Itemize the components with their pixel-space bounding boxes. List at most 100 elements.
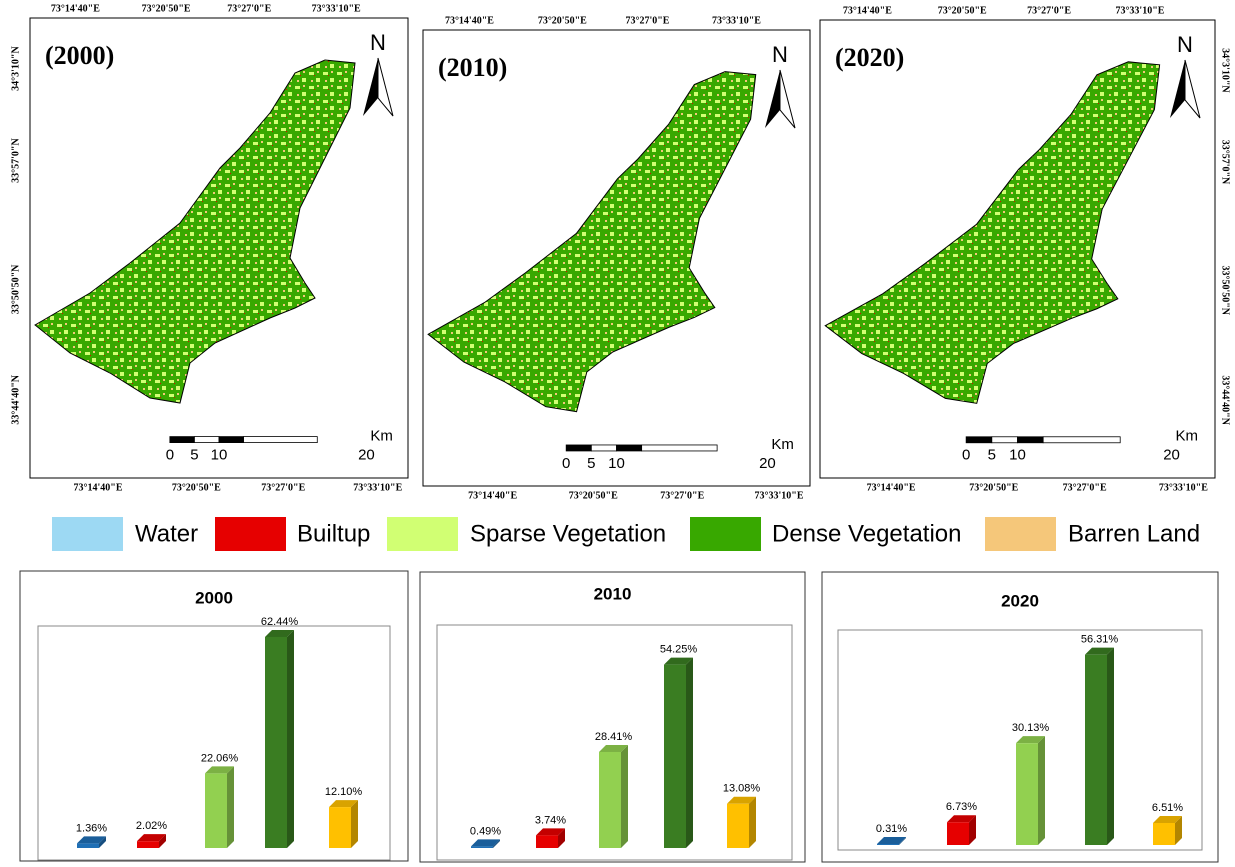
legend-label: Water <box>135 520 198 547</box>
bar <box>329 807 351 848</box>
top-coord: 73°14'40"E <box>51 3 100 14</box>
bottom-coord: 73°33'10"E <box>755 490 804 501</box>
top-coord: 73°33'10"E <box>312 3 361 14</box>
scale-label: 5 <box>190 447 198 464</box>
bar <box>137 841 159 848</box>
bar <box>1016 743 1038 845</box>
bottom-coord: 73°20'50"E <box>569 490 618 501</box>
value-label: 12.10% <box>325 786 363 798</box>
north-label: N <box>1177 32 1193 57</box>
scale-segment <box>170 437 195 443</box>
bottom-coord: 73°27'0"E <box>660 490 704 501</box>
top-coord: 73°20'50"E <box>938 5 987 16</box>
scale-segment <box>642 445 717 451</box>
bar <box>1085 655 1107 845</box>
value-label: 54.25% <box>660 644 698 656</box>
value-label: 6.73% <box>946 801 977 813</box>
scale-label: 20 <box>1163 447 1180 464</box>
bar-side <box>686 658 693 848</box>
top-coord: 73°20'50"E <box>538 15 587 26</box>
top-coord: 73°14'40"E <box>843 5 892 16</box>
figure: (2000) N 73°14'40"E 73°20'50"E 73°27'0"E 73°3… <box>0 0 1235 867</box>
scale-segment <box>1018 437 1044 443</box>
bottom-coord: 73°27'0"E <box>1063 482 1107 493</box>
scale-label: 20 <box>358 447 375 464</box>
value-label: 56.31% <box>1081 634 1119 646</box>
north-label: N <box>772 42 788 67</box>
map-year: (2020) <box>835 43 904 72</box>
right-coord: 33°57'0"N <box>1220 140 1231 185</box>
bar <box>536 835 558 848</box>
right-coord: 34°3'10"N <box>1220 48 1231 93</box>
bar-side <box>621 745 628 848</box>
bar <box>205 773 227 848</box>
value-label: 0.49% <box>470 825 501 837</box>
bar-side <box>227 766 234 848</box>
scale-label: 10 <box>211 447 228 464</box>
top-coord: 73°20'50"E <box>142 3 191 14</box>
bottom-coord: 73°33'10"E <box>353 482 402 493</box>
legend-label: Dense Vegetation <box>772 520 961 547</box>
bottom-coord: 73°14'40"E <box>867 482 916 493</box>
scale-unit: Km <box>1176 428 1199 445</box>
top-coord: 73°27'0"E <box>1027 5 1071 16</box>
right-coord: 33°44'40"N <box>1220 375 1231 425</box>
bar <box>877 844 899 845</box>
legend-swatch <box>215 517 286 551</box>
value-label: 3.74% <box>535 814 566 826</box>
bar <box>471 846 493 848</box>
scale-label: 10 <box>1009 447 1026 464</box>
legend-swatch <box>690 517 761 551</box>
value-label: 30.13% <box>1012 722 1050 734</box>
chart-title: 2020 <box>1001 591 1039 610</box>
map-year: (2000) <box>45 41 114 70</box>
bar <box>727 804 749 848</box>
left-coord: 34°3'10"N <box>10 46 21 91</box>
bottom-coord: 73°33'10"E <box>1159 482 1208 493</box>
value-label: 0.31% <box>876 823 907 835</box>
legend-label: Builtup <box>297 520 370 547</box>
bottom-coord: 73°20'50"E <box>969 482 1018 493</box>
value-label: 6.51% <box>1152 802 1183 814</box>
value-label: 13.08% <box>723 783 761 795</box>
scale-segment <box>1043 437 1120 443</box>
map-year: (2010) <box>438 53 507 82</box>
value-label: 22.06% <box>201 752 239 764</box>
scale-segment <box>591 445 616 451</box>
scale-unit: Km <box>370 428 393 445</box>
bottom-coord: 73°14'40"E <box>74 482 123 493</box>
north-label: N <box>370 30 386 55</box>
bottom-coord: 73°14'40"E <box>468 490 517 501</box>
bar <box>947 822 969 845</box>
bar <box>265 637 287 848</box>
scale-label: 10 <box>608 455 625 472</box>
top-coord: 73°14'40"E <box>445 15 494 26</box>
top-coord: 73°27'0"E <box>625 15 669 26</box>
left-coord: 33°50'50"N <box>10 264 21 314</box>
left-coord: 33°44'40"N <box>10 374 21 424</box>
scale-segment <box>219 437 244 443</box>
right-coord: 33°50'50"N <box>1220 265 1231 315</box>
bar <box>1153 823 1175 845</box>
scale-label: 0 <box>166 447 174 464</box>
legend-swatch <box>387 517 458 551</box>
scale-segment <box>244 437 318 443</box>
scale-label: 20 <box>759 455 776 472</box>
legend-swatch <box>52 517 123 551</box>
bar <box>599 752 621 848</box>
bar-side <box>287 630 294 848</box>
scale-segment <box>617 445 642 451</box>
top-coord: 73°27'0"E <box>227 3 271 14</box>
scale-unit: Km <box>771 436 794 453</box>
chart-title: 2010 <box>594 584 632 603</box>
value-label: 1.36% <box>76 822 107 834</box>
bar <box>77 843 99 848</box>
top-coord: 73°33'10"E <box>712 15 761 26</box>
legend-label: Barren Land <box>1068 520 1200 547</box>
bar-side <box>351 800 358 848</box>
left-coord: 33°57'0"N <box>10 138 21 183</box>
scale-label: 5 <box>587 455 595 472</box>
value-label: 62.44% <box>261 616 299 628</box>
bar-side <box>1038 736 1045 845</box>
scale-segment <box>566 445 591 451</box>
